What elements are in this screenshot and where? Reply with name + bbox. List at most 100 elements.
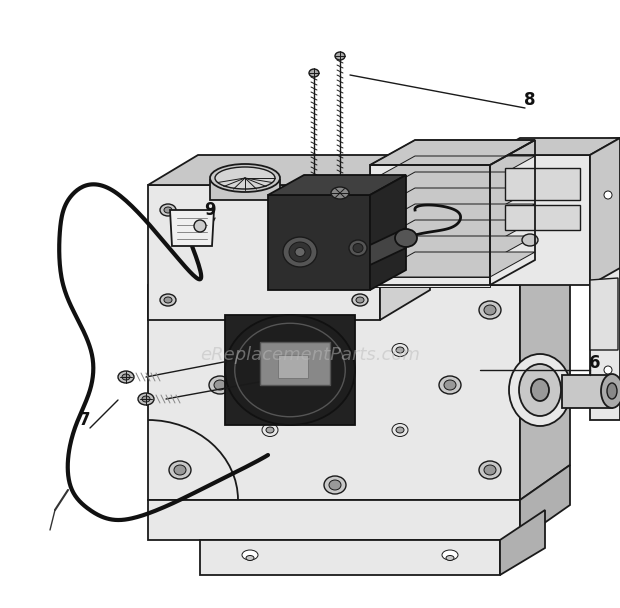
Polygon shape bbox=[370, 181, 490, 191]
Ellipse shape bbox=[601, 374, 620, 408]
Ellipse shape bbox=[484, 465, 496, 475]
Polygon shape bbox=[370, 228, 406, 265]
Polygon shape bbox=[268, 195, 370, 290]
Ellipse shape bbox=[295, 247, 305, 257]
Ellipse shape bbox=[329, 480, 341, 490]
Ellipse shape bbox=[262, 424, 278, 437]
Ellipse shape bbox=[352, 294, 368, 306]
Polygon shape bbox=[590, 138, 620, 420]
Ellipse shape bbox=[246, 556, 254, 561]
Polygon shape bbox=[148, 500, 520, 540]
Polygon shape bbox=[148, 155, 430, 185]
Ellipse shape bbox=[604, 366, 612, 374]
Ellipse shape bbox=[194, 220, 206, 232]
Polygon shape bbox=[370, 220, 535, 245]
Ellipse shape bbox=[324, 286, 346, 304]
Ellipse shape bbox=[242, 550, 258, 560]
Ellipse shape bbox=[262, 344, 278, 356]
Polygon shape bbox=[380, 155, 430, 320]
Ellipse shape bbox=[395, 229, 417, 247]
Polygon shape bbox=[370, 252, 535, 277]
Ellipse shape bbox=[215, 167, 275, 189]
Polygon shape bbox=[370, 245, 490, 255]
Polygon shape bbox=[370, 229, 490, 239]
Polygon shape bbox=[225, 315, 355, 425]
Ellipse shape bbox=[396, 427, 404, 433]
Ellipse shape bbox=[353, 243, 363, 252]
Polygon shape bbox=[562, 375, 612, 408]
Text: 7: 7 bbox=[79, 411, 91, 429]
Ellipse shape bbox=[356, 297, 364, 303]
Polygon shape bbox=[260, 342, 330, 385]
Polygon shape bbox=[148, 285, 520, 500]
Ellipse shape bbox=[118, 371, 134, 383]
Ellipse shape bbox=[160, 204, 176, 216]
Polygon shape bbox=[148, 250, 570, 285]
Polygon shape bbox=[370, 277, 490, 287]
Polygon shape bbox=[505, 168, 580, 200]
Ellipse shape bbox=[169, 461, 191, 479]
Polygon shape bbox=[268, 175, 406, 195]
Ellipse shape bbox=[607, 383, 617, 399]
Ellipse shape bbox=[138, 393, 154, 405]
Ellipse shape bbox=[324, 476, 346, 494]
Ellipse shape bbox=[444, 380, 456, 390]
Polygon shape bbox=[170, 210, 214, 246]
Ellipse shape bbox=[509, 354, 571, 426]
Ellipse shape bbox=[396, 347, 404, 353]
Ellipse shape bbox=[266, 427, 274, 433]
Ellipse shape bbox=[356, 207, 364, 213]
Ellipse shape bbox=[289, 242, 311, 262]
Ellipse shape bbox=[164, 207, 172, 213]
Polygon shape bbox=[370, 261, 490, 271]
Polygon shape bbox=[500, 510, 545, 575]
Text: eReplacementParts.com: eReplacementParts.com bbox=[200, 346, 420, 364]
Polygon shape bbox=[520, 465, 570, 540]
Ellipse shape bbox=[531, 379, 549, 401]
Polygon shape bbox=[370, 156, 535, 181]
Ellipse shape bbox=[479, 301, 501, 319]
Ellipse shape bbox=[266, 347, 274, 353]
Ellipse shape bbox=[331, 187, 349, 199]
Polygon shape bbox=[520, 250, 570, 500]
Polygon shape bbox=[370, 197, 490, 207]
Polygon shape bbox=[370, 204, 535, 229]
Ellipse shape bbox=[442, 550, 458, 560]
Ellipse shape bbox=[484, 305, 496, 315]
Ellipse shape bbox=[522, 234, 538, 246]
Ellipse shape bbox=[174, 465, 186, 475]
Polygon shape bbox=[490, 138, 620, 155]
Ellipse shape bbox=[349, 240, 367, 256]
Ellipse shape bbox=[439, 376, 461, 394]
Ellipse shape bbox=[446, 556, 454, 561]
Ellipse shape bbox=[210, 164, 280, 192]
Text: 9: 9 bbox=[204, 201, 216, 219]
Ellipse shape bbox=[329, 290, 341, 300]
Polygon shape bbox=[590, 278, 618, 350]
Ellipse shape bbox=[142, 396, 150, 402]
Ellipse shape bbox=[160, 294, 176, 306]
Polygon shape bbox=[370, 236, 535, 261]
Ellipse shape bbox=[519, 364, 561, 416]
Ellipse shape bbox=[122, 374, 130, 380]
Ellipse shape bbox=[174, 305, 186, 315]
Ellipse shape bbox=[214, 380, 226, 390]
Ellipse shape bbox=[479, 461, 501, 479]
Polygon shape bbox=[505, 205, 580, 230]
Polygon shape bbox=[370, 140, 535, 165]
Polygon shape bbox=[200, 540, 500, 575]
Ellipse shape bbox=[164, 297, 172, 303]
Ellipse shape bbox=[392, 424, 408, 437]
Polygon shape bbox=[148, 185, 380, 320]
Ellipse shape bbox=[335, 52, 345, 60]
Ellipse shape bbox=[392, 344, 408, 356]
Ellipse shape bbox=[309, 69, 319, 77]
Polygon shape bbox=[370, 165, 490, 175]
Ellipse shape bbox=[225, 315, 355, 425]
Polygon shape bbox=[370, 175, 406, 290]
Polygon shape bbox=[590, 138, 620, 285]
Polygon shape bbox=[370, 172, 535, 197]
Text: 6: 6 bbox=[589, 354, 601, 372]
Polygon shape bbox=[278, 355, 308, 378]
Ellipse shape bbox=[352, 204, 368, 216]
